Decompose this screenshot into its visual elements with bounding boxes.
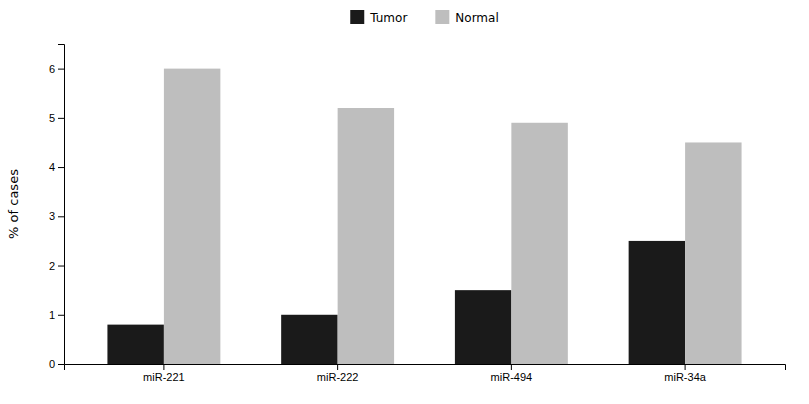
x-tick-mark [685,364,686,370]
legend-label: Normal [455,11,498,25]
y-tick-label: 5 [49,112,55,124]
x-tick: miR-494 [491,364,533,383]
chart: miR-221 miR-222 miR-494 miR-34a 0 1 2 3 4 5 6 % of … [0,0,809,404]
bars [107,69,741,364]
y-axis: 0 1 2 3 4 5 6 [49,45,65,371]
x-tick-mark [163,364,164,370]
bar [511,123,567,364]
x-tick-label: miR-494 [491,371,533,383]
legend-label: Tumor [369,11,407,25]
y-tick-mark [58,364,64,365]
y-tick-label: 1 [49,309,55,321]
bar [685,142,741,364]
y-axis-title: % of cases [6,169,21,239]
y-tick: 6 [49,63,64,75]
y-tick-mark [58,69,64,70]
x-tick-mark [337,364,338,370]
y-tick: 1 [49,309,64,321]
y-tick: 2 [49,260,64,272]
x-tick: miR-221 [143,364,185,383]
y-tick-label: 6 [49,63,55,75]
legend-item: Tumor [350,10,407,25]
bar [281,315,337,364]
x-axis-line [65,365,786,371]
y-tick: 0 [49,358,64,370]
bar-series [164,69,742,364]
x-tick-label: miR-34a [664,371,706,383]
x-axis: miR-221 miR-222 miR-494 miR-34a [65,364,786,383]
legend: Tumor Normal [350,10,499,25]
y-tick-label: 0 [49,358,55,370]
bar [455,290,511,364]
y-tick: 5 [49,112,64,124]
legend-swatch [435,10,449,24]
y-tick-label: 2 [49,260,55,272]
y-tick-label: 4 [49,161,55,173]
y-tick: 4 [49,161,64,173]
legend-swatch [350,10,364,24]
plot: miR-221 miR-222 miR-494 miR-34a 0 1 2 3 4 5 6 [49,45,786,383]
x-tick-label: miR-221 [143,371,185,383]
y-tick: 3 [49,210,64,222]
y-axis-line [58,45,65,365]
x-tick: miR-34a [664,364,706,383]
y-tick-label: 3 [49,210,55,222]
y-tick-mark [58,266,64,267]
y-tick-mark [58,315,64,316]
x-tick-mark [511,364,512,370]
y-tick-mark [58,216,64,217]
y-tick-mark [58,167,64,168]
bar [164,69,220,364]
bar [629,241,685,364]
legend-item: Normal [435,10,498,25]
bar [107,325,163,364]
y-tick-mark [58,118,64,119]
bar [338,108,394,364]
x-tick: miR-222 [317,364,359,383]
x-tick-label: miR-222 [317,371,359,383]
